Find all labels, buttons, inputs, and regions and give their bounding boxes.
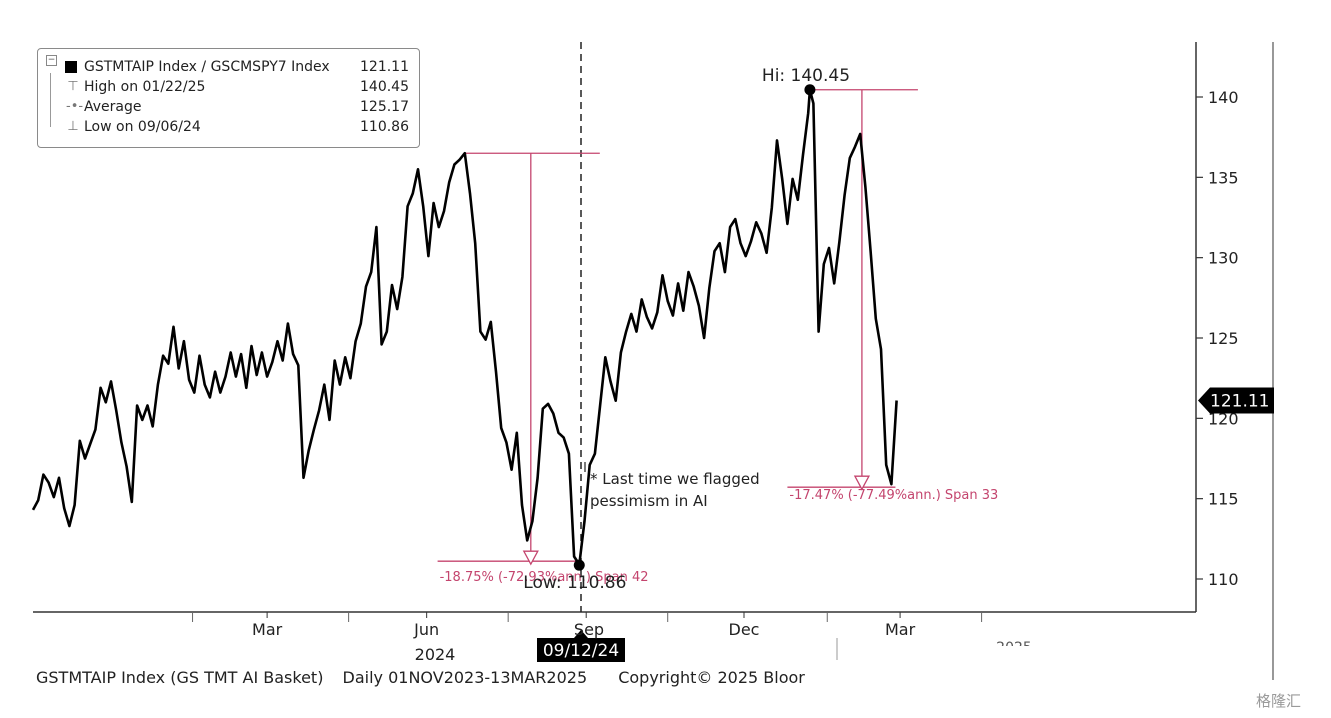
x-year-label: 2024 bbox=[415, 645, 456, 664]
legend-label: GSTMTAIP Index / GSCMSPY7 Index bbox=[84, 59, 330, 75]
footer-range: Daily 01NOV2023-13MAR2025 bbox=[342, 668, 588, 687]
crosshair-date-tag bbox=[537, 638, 625, 662]
low-label: Low: 110.86 bbox=[523, 573, 626, 593]
footer-description: GSTMTAIP Index (GS TMT AI Basket) bbox=[36, 668, 324, 687]
series-line bbox=[31, 88, 898, 566]
plot-area: -18.75% (-72.93%ann.) Span 42 -17.47% (-7… bbox=[31, 42, 1274, 662]
y-tick-label: 140 bbox=[1208, 88, 1239, 107]
legend-value: 121.11 bbox=[360, 59, 409, 75]
x-tick-label: Mar bbox=[252, 620, 283, 639]
y-tick-label: 115 bbox=[1208, 490, 1239, 509]
pessimism-annotation: * Last time we flagged pessimism in AI bbox=[590, 468, 760, 512]
high-label: Hi: 140.45 bbox=[762, 66, 850, 86]
x-tick-label: Mar bbox=[885, 620, 916, 639]
high-marker-icon: ⊤ bbox=[67, 79, 79, 94]
x-tick-label: Jun bbox=[413, 620, 439, 639]
drawdown-label: -17.47% (-77.49%ann.) Span 33 bbox=[789, 488, 998, 503]
legend-entry-average: -•- Average 125.17 bbox=[38, 97, 419, 117]
crosshair-date-label: 09/12/24 bbox=[543, 641, 619, 661]
legend-label: Low on 09/06/24 bbox=[84, 119, 201, 135]
last-value-label: 121.11 bbox=[1210, 391, 1269, 411]
chart-footer: GSTMTAIP Index (GS TMT AI Basket) Daily … bbox=[36, 668, 805, 687]
watermark-logo: 格隆汇 bbox=[1256, 692, 1302, 710]
low-marker-icon: ⊥ bbox=[67, 119, 79, 134]
y-tick-label: 135 bbox=[1208, 168, 1239, 187]
legend-entry-low: ⊥ Low on 09/06/24 110.86 bbox=[38, 117, 419, 137]
high-point bbox=[804, 84, 816, 96]
legend-label: Average bbox=[84, 99, 142, 115]
last-value-tag bbox=[1198, 387, 1274, 414]
legend-tree-line bbox=[50, 73, 59, 127]
y-tick-label: 130 bbox=[1208, 249, 1239, 268]
crosshair-date-pointer bbox=[574, 630, 588, 638]
legend-value: 140.45 bbox=[360, 79, 409, 95]
x-tick-label: Dec bbox=[729, 620, 760, 639]
legend-label: High on 01/22/25 bbox=[84, 79, 206, 95]
legend-entry-high: ⊤ High on 01/22/25 140.45 bbox=[38, 77, 419, 97]
square-icon bbox=[65, 61, 77, 73]
annotation-line: * Last time we flagged bbox=[590, 470, 760, 488]
drawdown-label: -18.75% (-72.93%ann.) Span 42 bbox=[440, 570, 649, 585]
chart-legend: − GSTMTAIP Index / GSCMSPY7 Index 121.11… bbox=[37, 48, 420, 148]
y-tick-label: 110 bbox=[1208, 570, 1239, 589]
legend-value: 110.86 bbox=[360, 119, 409, 135]
drawdown-annotation: -18.75% (-72.93%ann.) Span 42 bbox=[437, 152, 649, 585]
collapse-toggle-icon[interactable]: − bbox=[46, 55, 57, 66]
y-tick-label: 125 bbox=[1208, 329, 1239, 348]
drawdown-arrow-icon bbox=[522, 550, 539, 566]
y-tick-label: 120 bbox=[1208, 409, 1239, 428]
legend-entry-main: GSTMTAIP Index / GSCMSPY7 Index 121.11 bbox=[38, 57, 419, 77]
x-year-label: 2025 bbox=[996, 640, 1032, 656]
annotation-line: pessimism in AI bbox=[590, 492, 708, 510]
average-marker-icon: -•- bbox=[66, 99, 84, 114]
x-tick-label: Sep bbox=[574, 620, 604, 639]
drawdown-arrow-icon bbox=[853, 475, 870, 491]
chart-axes: 110 115 120 125 130 135 140 Mar Jun Dec Mar 2024 202… bbox=[33, 42, 1274, 680]
legend-value: 125.17 bbox=[360, 99, 409, 115]
footer-copyright: Copyright© 2025 Bloor bbox=[618, 668, 805, 687]
low-point bbox=[573, 559, 585, 571]
